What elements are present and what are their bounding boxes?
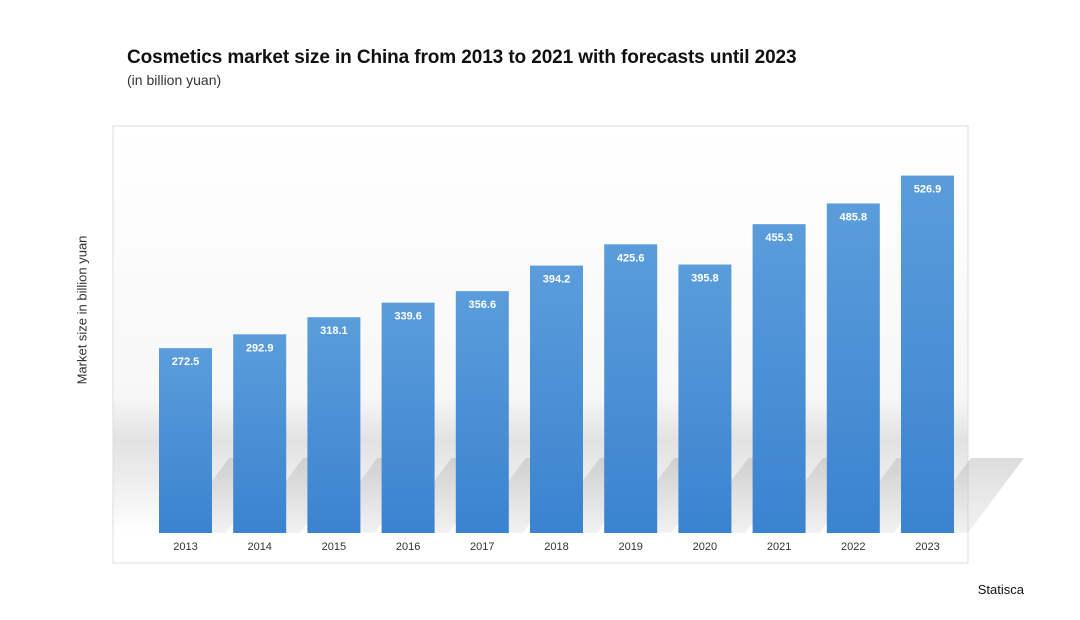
source-credit: Statisca [977, 582, 1024, 597]
value-label-2014: 292.9 [246, 342, 274, 354]
value-label-2018: 394.2 [543, 274, 571, 286]
bar-2017 [455, 291, 509, 533]
chart-subtitle: (in billion yuan) [127, 72, 222, 88]
value-label-2021: 455.3 [765, 232, 793, 244]
bar-shadows [173, 458, 1024, 533]
bar-2013 [159, 348, 212, 533]
x-tick-2013: 2013 [173, 541, 197, 553]
value-label-2017: 356.6 [469, 299, 497, 311]
bar-2015 [307, 317, 361, 533]
x-tick-2019: 2019 [618, 541, 642, 553]
x-tick-2018: 2018 [544, 541, 568, 553]
bar-2023 [901, 175, 954, 533]
x-tick-2017: 2017 [470, 541, 494, 553]
value-label-2013: 272.5 [172, 356, 200, 368]
value-label-2015: 318.1 [320, 325, 348, 337]
bar-2016 [381, 302, 435, 533]
x-tick-2023: 2023 [915, 541, 939, 553]
bar-2021 [752, 224, 806, 533]
bar-2020 [678, 264, 732, 533]
value-label-2023: 526.9 [914, 184, 942, 196]
value-label-2019: 425.6 [617, 252, 645, 264]
x-tick-2022: 2022 [841, 541, 865, 553]
x-tick-2015: 2015 [322, 541, 346, 553]
bar-2018 [530, 265, 583, 533]
bar-2022 [826, 203, 880, 533]
x-tick-2021: 2021 [767, 541, 791, 553]
x-tick-2016: 2016 [396, 541, 420, 553]
bar-2014 [233, 334, 287, 533]
x-tick-2020: 2020 [693, 541, 717, 553]
bar-2019 [604, 244, 658, 533]
bars [159, 175, 954, 533]
value-labels: 272.5 292.9 318.1 339.6 356.6 394.2 425.6 395.8… [172, 184, 942, 369]
value-label-2020: 395.8 [691, 273, 719, 285]
x-tick-labels: 2013 2014 2015 2016 2017 2018 2019 2020 2021 2022… [173, 541, 939, 553]
value-label-2022: 485.8 [840, 211, 868, 223]
chart-title: Cosmetics market size in China from 2013… [127, 47, 797, 68]
x-tick-2014: 2014 [247, 541, 271, 553]
value-label-2016: 339.6 [394, 311, 422, 323]
